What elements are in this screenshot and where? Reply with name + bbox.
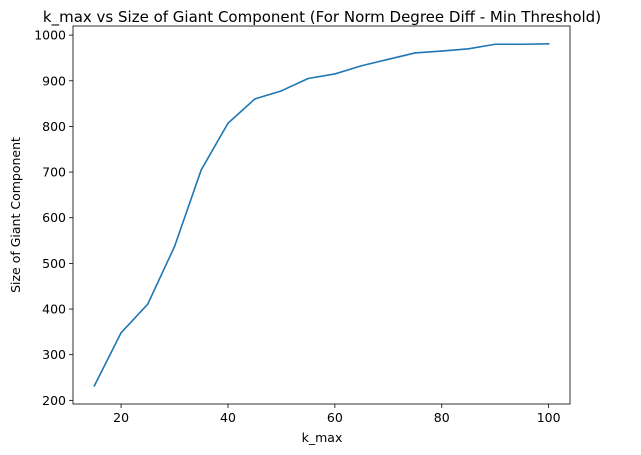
y-tick-label: 300 <box>42 347 66 362</box>
y-tick-label: 200 <box>42 393 66 408</box>
series-points <box>93 43 550 387</box>
data-point <box>93 384 96 387</box>
y-tick-label: 400 <box>42 302 66 317</box>
chart-title: k_max vs Size of Giant Component (For No… <box>43 8 601 27</box>
data-point <box>200 169 203 171</box>
x-axis-ticks: 20 40 60 80 100 <box>113 404 561 425</box>
y-tick-label: 700 <box>42 165 66 180</box>
y-tick-label: 800 <box>42 119 66 134</box>
data-point <box>147 303 149 305</box>
data-point <box>467 48 470 50</box>
series-line <box>93 42 550 387</box>
y-axis-ticks: 200 300 400 500 600 700 800 900 1000 <box>34 28 73 408</box>
data-point <box>334 73 336 75</box>
data-point <box>547 43 550 45</box>
data-point <box>494 43 496 46</box>
x-tick-label: 60 <box>327 410 343 425</box>
data-point <box>280 90 283 92</box>
data-point <box>227 122 229 125</box>
y-tick-label: 900 <box>42 73 66 88</box>
plot-area-frame <box>72 25 571 405</box>
x-axis-label: k_max <box>302 430 343 445</box>
y-axis-label: Size of Giant Component <box>8 137 23 293</box>
data-point <box>173 245 176 248</box>
x-tick-label: 40 <box>220 410 236 425</box>
data-point <box>521 43 523 46</box>
data-point <box>440 50 443 52</box>
x-tick-label: 100 <box>537 410 561 425</box>
data-point <box>307 77 309 80</box>
data-point <box>253 98 256 100</box>
x-tick-label: 80 <box>434 410 450 425</box>
data-point <box>120 331 122 334</box>
data-point <box>387 58 390 61</box>
y-tick-label: 500 <box>42 256 66 271</box>
data-point <box>360 64 363 67</box>
y-tick-label: 600 <box>42 210 66 225</box>
data-point <box>414 52 416 54</box>
y-tick-label: 1000 <box>34 28 66 43</box>
x-tick-label: 20 <box>113 410 129 425</box>
